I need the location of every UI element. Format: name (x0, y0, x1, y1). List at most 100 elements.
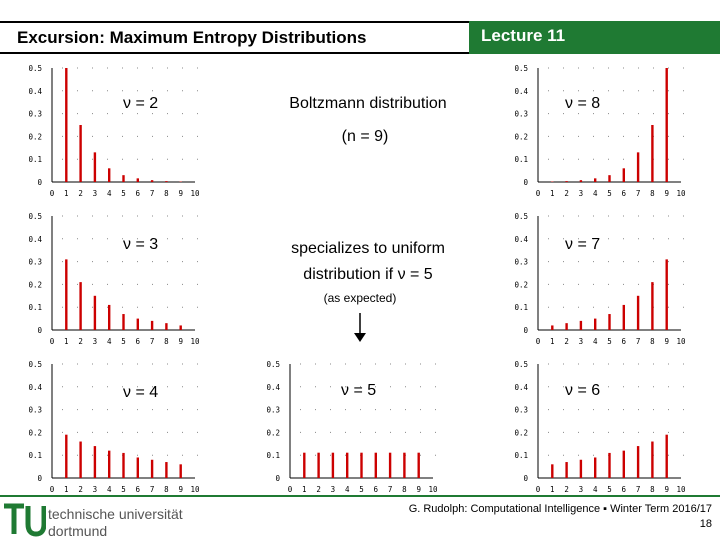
tu-logo-icon (4, 503, 46, 537)
y-tick-label: 0.2 (514, 132, 528, 141)
x-tick-label: 4 (107, 485, 112, 494)
y-tick-label: 0.3 (514, 110, 528, 119)
chart-nu-4: 0 0.1 0.2 0.3 0.4 0.5 0 1 2 3 4 5 6 7 8 9 10 (28, 358, 228, 503)
x-tick-label: 1 (550, 337, 555, 346)
x-tick-label: 7 (150, 337, 155, 346)
x-tick-label: 9 (664, 189, 669, 198)
x-tick-label: 5 (607, 485, 612, 494)
y-tick-label: 0.4 (28, 235, 42, 244)
y-tick-label: 0.4 (514, 235, 528, 244)
header-title-bar: Excursion: Maximum Entropy Distributions (0, 21, 469, 54)
y-tick-label: 0.2 (514, 428, 528, 437)
y-tick-label: 0.4 (514, 383, 528, 392)
y-tick-label: 0.5 (514, 212, 528, 221)
x-tick-label: 10 (190, 337, 200, 346)
down-arrow-icon (354, 313, 366, 342)
chart-svg: 00.10.20.30.40.50 1 2 3 4 5 6 7 8 9 10 (28, 360, 212, 494)
y-tick-label: 0.5 (514, 64, 528, 73)
y-tick-label: 0 (275, 474, 280, 483)
y-tick-label: 0.4 (28, 383, 42, 392)
x-tick-label: 6 (374, 485, 379, 494)
x-tick-label: 1 (550, 189, 555, 198)
y-tick-label: 0 (523, 178, 528, 187)
university-name-line-2: dortmund (48, 523, 108, 539)
university-name-line-1: technische universität (48, 506, 183, 522)
y-tick-label: 0.3 (514, 406, 528, 415)
x-tick-label: 10 (190, 485, 200, 494)
x-tick-label: 0 (50, 485, 55, 494)
x-tick-label: 9 (416, 485, 421, 494)
x-tick-label: 10 (428, 485, 438, 494)
x-tick-label: 10 (676, 189, 686, 198)
x-tick-label: 3 (331, 485, 336, 494)
x-tick-label: 1 (550, 485, 555, 494)
y-tick-label: 0.2 (28, 132, 42, 141)
x-tick-label: 1 (64, 337, 69, 346)
y-tick-label: 0.1 (266, 451, 280, 460)
x-tick-label: 8 (650, 485, 655, 494)
x-tick-label: 8 (164, 337, 169, 346)
y-tick-label: 0.2 (28, 428, 42, 437)
footer-credit: G. Rudolph: Computational Intelligence ▪… (409, 502, 712, 532)
chart-svg: 00.10.20.30.40.50 1 2 3 4 5 6 7 8 9 10 (28, 212, 212, 346)
x-tick-label: 5 (607, 189, 612, 198)
x-tick-label: 4 (107, 337, 112, 346)
x-tick-label: 8 (650, 189, 655, 198)
x-tick-label: 9 (178, 337, 183, 346)
boltzmann-label: Boltzmann distribution (289, 95, 447, 112)
x-tick-label: 5 (121, 485, 126, 494)
x-tick-label: 8 (650, 337, 655, 346)
x-tick-label: 0 (50, 337, 55, 346)
chart-svg: 00.10.20.30.40.50 1 2 3 4 5 6 7 8 9 10 (514, 64, 698, 198)
y-tick-label: 0.2 (266, 428, 280, 437)
x-tick-label: 1 (64, 189, 69, 198)
chart-svg: 00.10.20.30.40.50 1 2 3 4 5 6 7 8 9 10 (266, 360, 450, 494)
y-tick-label: 0.2 (28, 280, 42, 289)
x-tick-label: 2 (564, 337, 569, 346)
y-tick-label: 0.2 (514, 280, 528, 289)
x-tick-label: 8 (164, 485, 169, 494)
nu-label-6: ν = 6 (565, 382, 601, 399)
x-tick-label: 5 (121, 337, 126, 346)
nu-label-3: ν = 3 (123, 236, 159, 253)
x-tick-label: 10 (676, 485, 686, 494)
x-tick-label: 3 (93, 189, 98, 198)
nu-label-7: ν = 7 (565, 236, 601, 253)
lecture-label: Lecture 11 (481, 26, 566, 45)
y-tick-label: 0.3 (266, 406, 280, 415)
y-tick-label: 0.4 (28, 87, 42, 96)
uniform-line-1: specializes to uniform (291, 240, 445, 257)
x-tick-label: 0 (536, 485, 541, 494)
nu-label-2: ν = 2 (123, 95, 159, 112)
x-tick-label: 1 (64, 485, 69, 494)
chart-nu-2: 0 0.1 0.2 0.3 0.4 0.5 0 1 2 3 4 5 6 7 8 9 10 (28, 62, 228, 207)
x-tick-label: 5 (121, 189, 126, 198)
x-tick-label: 5 (359, 485, 364, 494)
x-tick-label: 3 (579, 485, 584, 494)
y-tick-label: 0.5 (28, 64, 42, 73)
chart-nu-6: 0 0.1 0.2 0.3 0.4 0.5 0 1 2 3 4 5 6 7 8 9 10 (514, 358, 714, 503)
chart-nu-3: 0 0.1 0.2 0.3 0.4 0.5 0 1 2 3 4 5 6 7 8 9 10 (28, 210, 228, 355)
x-tick-label: 2 (564, 189, 569, 198)
page-number: 18 (699, 518, 712, 530)
x-tick-label: 7 (636, 337, 641, 346)
y-tick-label: 0.5 (28, 360, 42, 369)
chart-svg: 00.10.20.30.40.50 1 2 3 4 5 6 7 8 9 10 (28, 64, 212, 198)
x-tick-label: 10 (676, 337, 686, 346)
x-tick-label: 6 (136, 189, 141, 198)
x-tick-label: 7 (388, 485, 393, 494)
x-tick-label: 0 (536, 189, 541, 198)
x-tick-label: 7 (150, 189, 155, 198)
uniform-line-2: distribution if ν = 5 (303, 266, 433, 283)
x-tick-label: 4 (345, 485, 350, 494)
x-tick-label: 6 (136, 485, 141, 494)
y-tick-label: 0.4 (266, 383, 280, 392)
y-tick-label: 0.5 (28, 212, 42, 221)
y-tick-label: 0.1 (28, 451, 42, 460)
y-tick-label: 0.1 (28, 155, 42, 164)
y-tick-label: 0.5 (266, 360, 280, 369)
y-tick-label: 0.4 (514, 87, 528, 96)
y-tick-label: 0 (523, 326, 528, 335)
x-tick-label: 2 (564, 485, 569, 494)
footer-credit-line: G. Rudolph: Computational Intelligence ▪… (408, 503, 712, 515)
